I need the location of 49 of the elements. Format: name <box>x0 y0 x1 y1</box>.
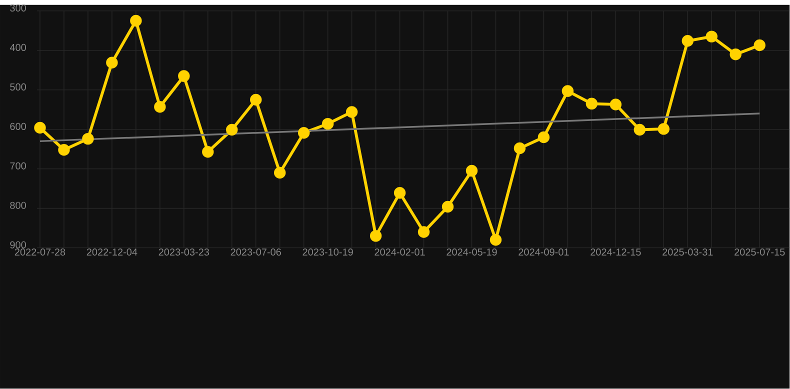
y-tick-label: 400 <box>10 44 26 52</box>
y-tick-label: 600 <box>10 123 26 130</box>
point <box>250 94 262 106</box>
point <box>178 70 190 82</box>
point <box>442 201 454 213</box>
x-tick-label: 2022-07-28 <box>14 248 66 256</box>
x-tick-label: 2023-07-06 <box>230 248 281 256</box>
point <box>514 142 526 154</box>
x-tick-label: 2025-03-31 <box>662 248 713 256</box>
point <box>370 230 382 242</box>
point <box>298 127 310 139</box>
point <box>682 35 694 47</box>
y-tick-label: 300 <box>10 4 26 12</box>
y-tick-label: 700 <box>10 162 26 170</box>
x-tick-label: 2023-03-23 <box>158 248 210 256</box>
point <box>634 124 646 136</box>
point <box>490 234 502 246</box>
point <box>346 106 358 118</box>
point <box>538 132 550 144</box>
point <box>586 98 598 110</box>
point <box>610 98 622 110</box>
point <box>706 30 718 43</box>
point <box>274 167 286 179</box>
x-tick-label: 2024-09-01 <box>518 248 569 256</box>
point <box>58 144 70 156</box>
point <box>154 101 166 113</box>
point <box>754 40 766 52</box>
point <box>466 165 478 177</box>
y-tick-label: 500 <box>10 84 26 91</box>
y-tick-label: 800 <box>10 202 26 210</box>
point <box>418 226 430 238</box>
point <box>130 15 142 27</box>
x-tick-label: 2024-02-01 <box>374 248 425 256</box>
point <box>82 133 94 145</box>
x-tick-label: 2023-10-19 <box>302 248 353 256</box>
point <box>226 124 238 136</box>
x-tick-label: 2024-05-19 <box>446 248 497 256</box>
point <box>730 48 742 60</box>
point <box>106 56 118 69</box>
point <box>202 146 214 158</box>
y-tick-label: 900 <box>10 241 26 249</box>
point <box>34 122 46 134</box>
point <box>394 187 406 199</box>
point <box>658 123 670 135</box>
point <box>562 85 574 98</box>
point <box>322 118 334 130</box>
x-tick-label: 2025-07-15 <box>734 248 785 256</box>
x-tick-label: 2024-12-15 <box>590 248 641 256</box>
x-tick-label: 2022-12-04 <box>86 248 138 256</box>
